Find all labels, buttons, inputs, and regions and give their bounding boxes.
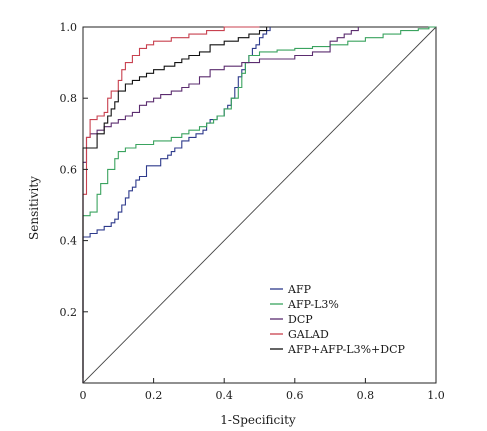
- y-axis-ticks: 0.2 0.4 0.6 0.8 1.0: [60, 21, 88, 319]
- x-tick-label: 0.8: [357, 389, 375, 402]
- reference-diagonal-line: [82, 26, 437, 384]
- y-tick-label: 0.8: [60, 92, 78, 105]
- x-tick-label: 0.4: [215, 389, 233, 402]
- roc-curve-galad: [82, 26, 260, 383]
- roc-curve-afp-l3-: [82, 26, 436, 383]
- x-axis-ticks: 0 0.2 0.4 0.6 0.8 1.0: [80, 378, 445, 402]
- y-tick-label: 0.6: [60, 163, 78, 176]
- legend-label: GALAD: [288, 328, 329, 341]
- roc-curve-dcp: [82, 27, 359, 383]
- legend-label: AFP-L3%: [287, 298, 339, 311]
- x-tick-label: 0.6: [286, 389, 304, 402]
- legend-label: AFP+AFP-L3%+DCP: [287, 343, 405, 356]
- legend-label: AFP: [287, 283, 312, 296]
- y-tick-label: 0.2: [60, 306, 78, 319]
- legend: AFP AFP-L3% DCP GALAD AFP+AFP-L3%+DCP: [270, 283, 405, 356]
- x-tick-label: 1.0: [427, 389, 445, 402]
- legend-label: DCP: [288, 313, 313, 326]
- y-tick-label: 0.4: [60, 235, 78, 248]
- series-lines: [82, 26, 436, 383]
- roc-curve-afp-afp-l3-dcp: [82, 27, 268, 383]
- x-axis-title: 1-Specificity: [220, 413, 296, 427]
- reference-line-group: [82, 26, 437, 384]
- y-axis-title: Sensitivity: [27, 176, 41, 240]
- x-tick-label: 0.2: [145, 389, 163, 402]
- y-tick-label: 1.0: [60, 21, 78, 34]
- x-tick-label: 0: [80, 389, 87, 402]
